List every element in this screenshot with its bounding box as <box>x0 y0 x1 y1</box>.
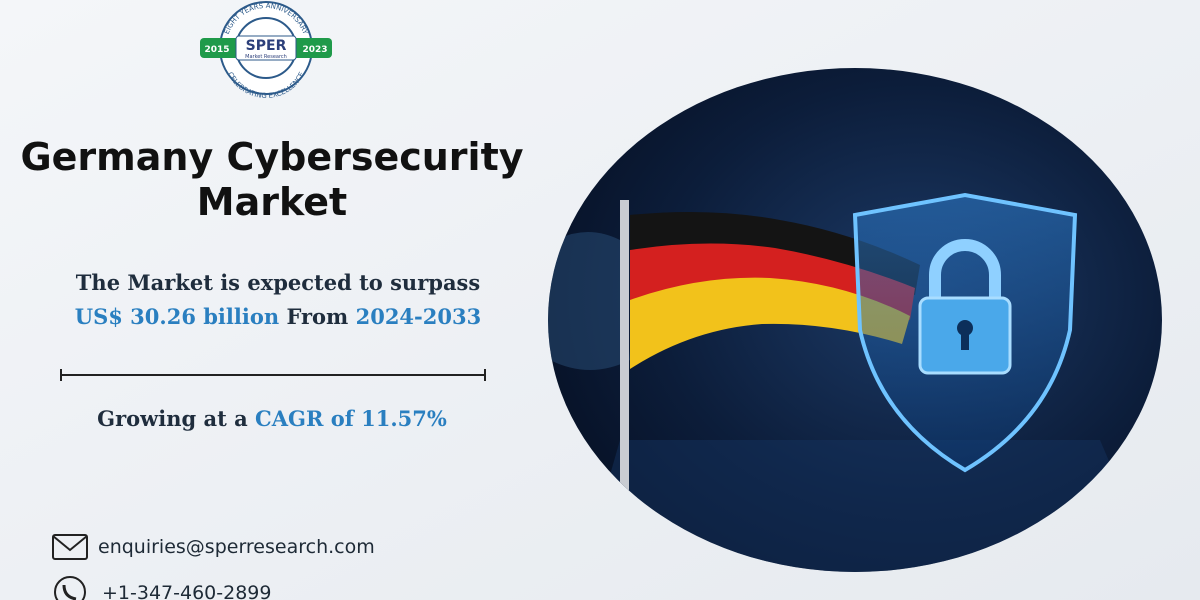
logo-year-end: 2023 <box>302 45 327 55</box>
title-line-1: Germany Cybersecurity <box>20 135 523 179</box>
growth-cagr: CAGR of 11.57% <box>255 406 447 431</box>
logo-brand-sub: Market Research <box>245 54 287 60</box>
divider <box>60 369 486 381</box>
growth-line: Growing at a CAGR of 11.57% <box>97 406 447 431</box>
title-line-2: Market <box>197 180 347 224</box>
phone: +1-347-460-2899 <box>102 582 271 600</box>
logo-year-start: 2015 <box>204 45 229 55</box>
forecast-line-2: US$ 30.26 billion From 2024-2033 <box>75 304 481 329</box>
growth-lead: Growing at a <box>97 406 248 431</box>
logo-brand: SPER <box>246 38 287 54</box>
forecast-joiner: From <box>286 304 348 329</box>
forecast-value: US$ 30.26 billion <box>75 304 279 329</box>
hero-image <box>548 68 1162 572</box>
email-icon <box>52 534 88 560</box>
email: enquiries@sperresearch.com <box>98 536 375 558</box>
logo: 2015 2023 SPER Market Research EIGHT YEA… <box>200 1 332 100</box>
forecast-line-1: The Market is expected to surpass <box>76 270 480 295</box>
phone-icon <box>54 576 86 600</box>
forecast-period: 2024-2033 <box>356 304 482 329</box>
